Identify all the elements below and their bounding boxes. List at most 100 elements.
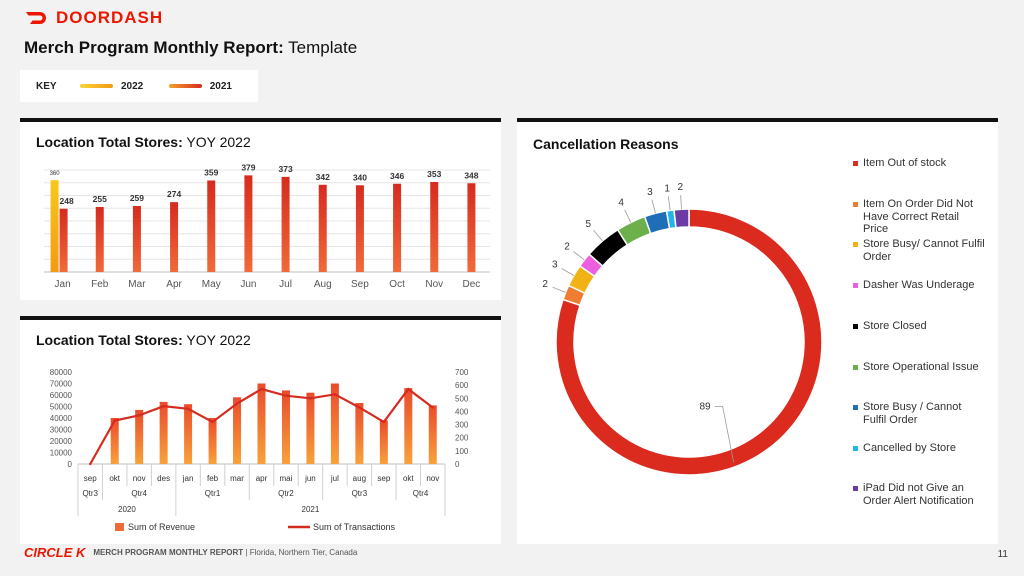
quarter-label: Qtr2 [278,489,294,498]
leader-line [593,230,603,242]
month-label: mar [230,474,244,483]
revenue-bar [355,403,364,464]
legend-label: Dasher Was Underage [863,279,975,291]
transactions-point [407,387,410,391]
bar-2022 [170,202,179,272]
transactions-point [260,387,263,391]
bar-2022 [467,183,476,272]
donut-slice [555,208,823,476]
slice-value-label: 3 [647,187,653,198]
data-label-2022: 340 [353,172,367,182]
chart1-title: Location Total Stores: YOY 2022 [36,134,251,150]
month-label: okt [403,474,414,483]
data-label-2022: 274 [167,189,181,199]
legend-item: Store Operational Issue [853,361,987,374]
x-tick-label: Apr [166,279,182,290]
revenue-transactions-combo-chart: 0 10000 20000 30000 40000 50000 60000 70000 8000… [50,368,469,532]
data-label-2022: 379 [241,162,255,172]
quarter-label: Qtr3 [82,489,98,498]
slice-value-label: 3 [552,260,558,271]
data-label-2021: 360 [50,171,61,177]
month-label: sep [377,474,390,483]
x-tick-label: Aug [314,279,332,290]
slice-value-label: 5 [585,219,591,230]
legend-swatch [853,446,858,451]
right-axis-tick: 600 [455,381,469,390]
left-axis-tick: 80000 [50,368,73,377]
footer-report-title: MERCH PROGRAM MONTHLY REPORT [93,548,244,557]
x-tick-label: Oct [389,279,405,290]
leader-line [624,209,632,223]
revenue-bar [257,383,266,464]
month-label: jul [330,474,339,483]
x-tick-label: Jul [279,279,292,290]
bar-2022 [430,181,439,272]
legend-label: Item On Order Did Not Have Correct Retai… [863,198,974,235]
legend-label: iPad Did not Give an Order Alert Notific… [863,482,974,507]
data-label-2022: 359 [204,167,218,177]
month-label: mai [280,474,293,483]
x-tick-label: May [202,279,221,290]
chart2-panel: Location Total Stores: YOY 2022 0 10000 20… [20,316,501,544]
legend-revenue-label: Sum of Revenue [128,522,195,532]
bar-2022 [355,185,364,272]
legend-swatch [853,486,858,491]
x-tick-label: Jun [240,279,256,290]
legend-label: Cancelled by Store [863,442,956,454]
legend-item: Store Busy / Cannot Fulfil Order [853,401,987,426]
footer-region: | Florida, Northern Tier, Canada [245,548,358,557]
key-year-2021: 2021 [209,80,232,92]
left-axis-tick: 0 [68,460,73,469]
page-title-bold: Merch Program Monthly Report: [24,38,284,57]
transactions-point [358,406,361,409]
transactions-point [211,420,214,424]
transactions-point [186,407,190,410]
key-label: KEY [36,80,57,92]
circle-k-logo: CIRCLE K [24,545,86,560]
leader-line [552,286,566,293]
doordash-logo: DOORDASH [24,8,163,28]
chart1-title-bold: Location Total Stores: [36,134,183,150]
left-axis-tick: 40000 [50,414,73,423]
data-label-2022: 248 [59,196,73,206]
legend-item: Store Busy/ Cannot Fulfil Order [853,238,987,263]
page-number: 11 [997,549,1008,560]
legend-revenue-swatch [115,523,124,531]
x-tick-label: Sep [351,279,369,290]
slice-value-label: 1 [664,184,670,195]
legend-swatch [853,405,858,410]
legend-swatch [853,324,858,329]
revenue-bar [306,392,315,464]
right-axis-tick: 400 [455,407,469,416]
chart3-title: Cancellation Reasons [533,136,679,152]
left-axis-tick: 70000 [50,380,73,389]
footer: CIRCLE K MERCH PROGRAM MONTHLY REPORT | … [24,545,357,560]
legend-swatch [853,242,858,247]
key-line-2021 [169,84,202,88]
left-axis-tick: 20000 [50,437,73,446]
legend-transactions-label: Sum of Transactions [313,522,396,532]
quarter-label: Qtr4 [413,489,429,498]
transactions-point [309,397,312,400]
chart1-panel: Location Total Stores: YOY 2022 Jan Feb Ma… [20,118,501,300]
leader-line [667,196,671,211]
slice-value-label: 4 [618,198,624,209]
bar-2022 [59,208,68,272]
month-label: apr [256,474,268,483]
bar-2022 [393,183,402,272]
month-label: sep [84,474,97,483]
transactions-point [137,414,141,417]
right-axis-tick: 100 [455,447,469,456]
month-label: aug [353,474,366,483]
leader-line [573,250,585,261]
month-label: des [157,474,170,483]
revenue-bar [379,420,388,464]
page-title: Merch Program Monthly Report: Template [24,38,357,58]
legend-swatch [853,365,858,370]
donut-slice [673,208,690,229]
revenue-bar [208,418,217,464]
leader-line [714,405,735,463]
legend-swatch [853,161,858,166]
slice-value-label: 2 [564,241,570,252]
leader-line [561,268,575,276]
